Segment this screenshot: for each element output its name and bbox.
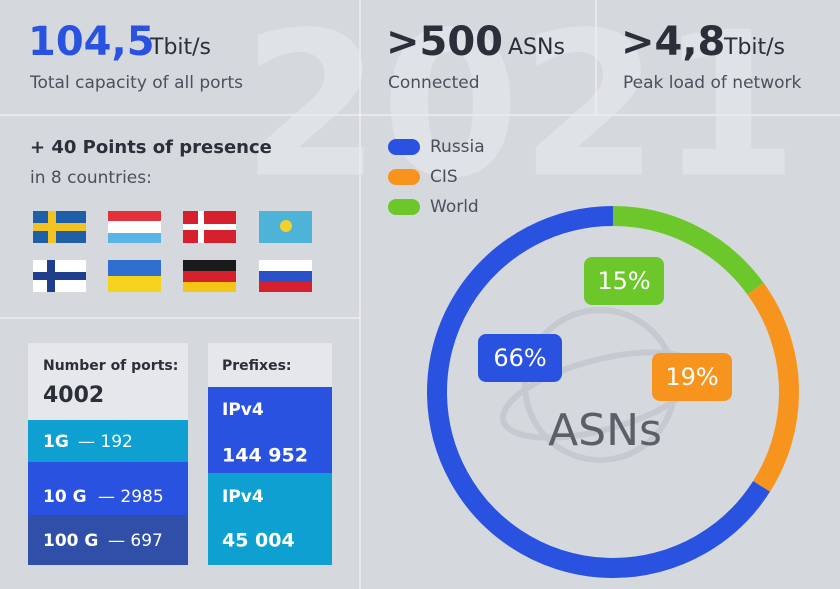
stat-value: >500 [386,19,503,65]
port-speed: 1G [43,432,69,452]
donut-segment [747,282,799,492]
ports-card [28,343,188,565]
flags [33,211,312,292]
legend-swatch [388,199,420,215]
stat-value: 104,5 [28,19,155,65]
watermark: 2021 [242,0,799,223]
prefix-label: IPv4 [222,400,264,420]
stat-unit: Tbit/s [723,35,785,60]
legend-label: Russia [430,137,485,157]
legend-swatch [388,169,420,185]
value-label: 15% [597,267,650,295]
value-label-box [652,353,732,401]
prefix-label: IPv4 [222,487,264,507]
value-label: 66% [493,344,546,372]
port-count: — 697 [108,531,163,551]
legend-label: World [430,197,479,217]
value-label: 19% [665,363,718,391]
stat-unit: Tbit/s [149,35,211,60]
ports-total: 4002 [43,383,104,408]
port-speed: 100 G [43,531,98,551]
donut-segment [612,206,764,295]
stat-caption: Peak load of network [623,73,801,93]
stat-caption: Total capacity of all ports [29,73,243,93]
value-label-box [478,334,562,382]
presence-title: + 40 Points of presence [30,137,272,158]
presence-subtitle: in 8 countries: [30,168,152,188]
legend-swatch [388,139,420,155]
stat-caption: Connected [388,73,480,93]
stat-value: >4,8 [621,19,725,65]
prefix-count: 45 004 [222,530,295,552]
legend-label: CIS [430,167,458,187]
prefix-count: 144 952 [222,445,308,467]
donut-segment [427,206,771,578]
port-speed: 10 G [43,487,87,507]
ports-title: Number of ports: [43,358,178,374]
port-count: — 2985 [98,487,164,507]
donut-center-label: ASNs [548,405,662,456]
stat-unit: ASNs [508,35,565,60]
port-count: — 192 [78,432,133,452]
prefixes-title: Prefixes: [222,358,292,374]
prefixes-card [208,343,332,565]
value-label-box [584,257,664,305]
